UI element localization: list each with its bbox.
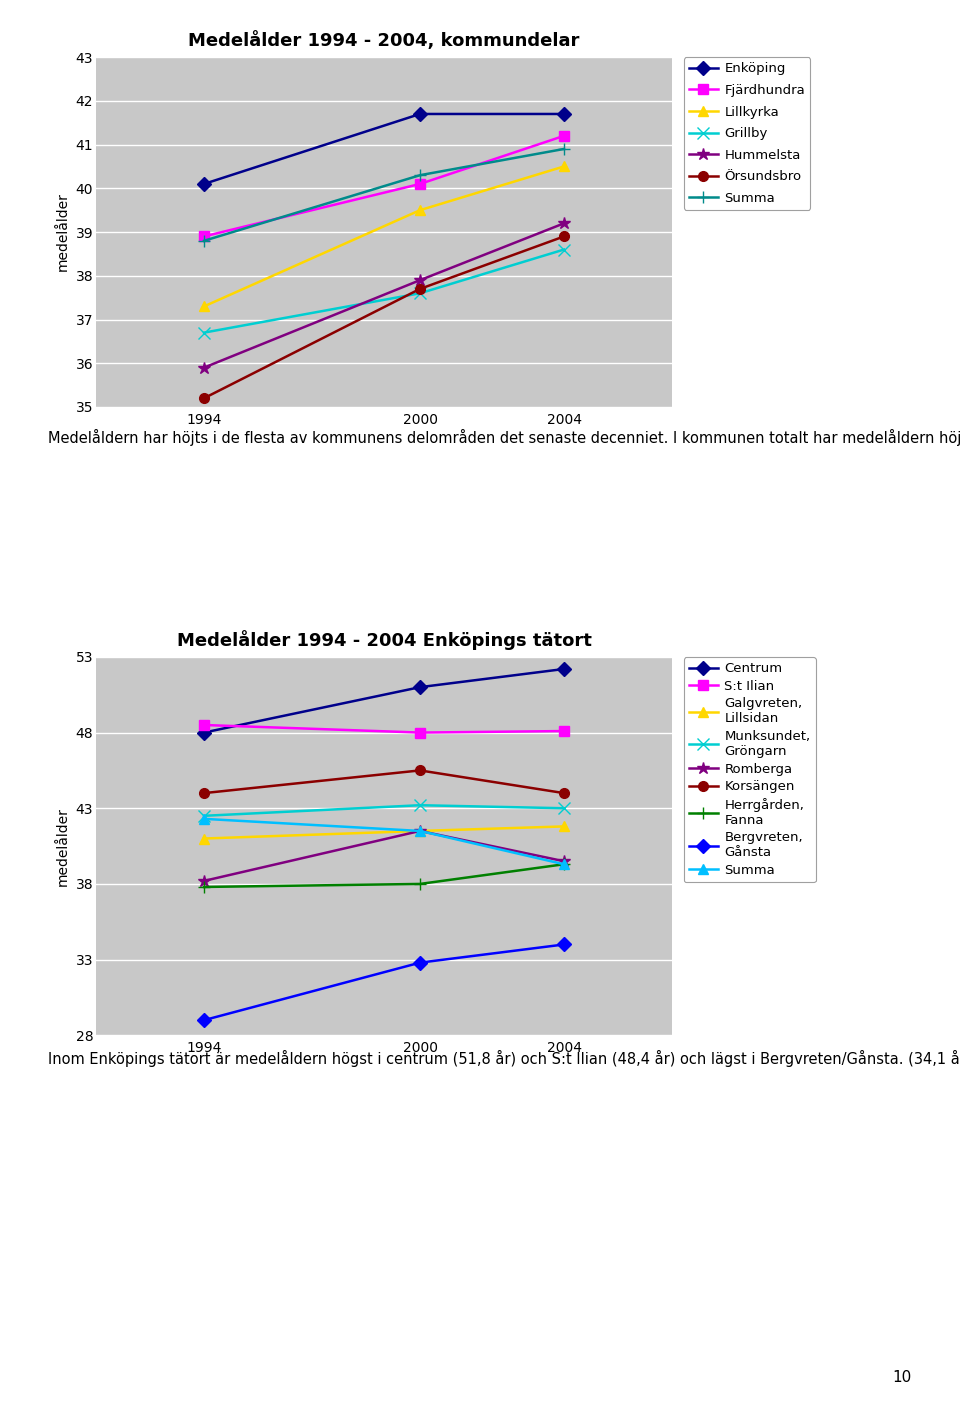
Fjärdhundra bbox=[559, 127, 570, 144]
Grillby bbox=[415, 284, 426, 301]
Bergvreten,
Gånsta bbox=[559, 935, 570, 952]
Korsängen bbox=[415, 763, 426, 780]
Romberga bbox=[198, 873, 209, 890]
Line: S:t Ilian: S:t Ilian bbox=[199, 720, 569, 737]
Text: 10: 10 bbox=[893, 1369, 912, 1385]
Line: Örsundsbro: Örsundsbro bbox=[199, 231, 569, 403]
Hummelsta bbox=[415, 271, 426, 288]
Munksundet,
Gröngarn bbox=[559, 800, 570, 817]
Line: Korsängen: Korsängen bbox=[199, 765, 569, 798]
Örsundsbro bbox=[198, 390, 209, 407]
Line: Summa: Summa bbox=[199, 814, 569, 870]
Fjärdhundra bbox=[415, 176, 426, 193]
Enköping bbox=[415, 106, 426, 123]
Line: Romberga: Romberga bbox=[198, 825, 570, 887]
Hummelsta bbox=[559, 214, 570, 231]
Munksundet,
Gröngarn bbox=[198, 807, 209, 824]
Herrgården,
Fanna bbox=[415, 875, 426, 892]
Herrgården,
Fanna bbox=[198, 878, 209, 895]
Enköping bbox=[198, 176, 209, 193]
Romberga bbox=[415, 823, 426, 840]
Title: Medelålder 1994 - 2004 Enköpings tätort: Medelålder 1994 - 2004 Enköpings tätort bbox=[177, 630, 591, 650]
Örsundsbro bbox=[559, 228, 570, 246]
Munksundet,
Gröngarn bbox=[415, 797, 426, 814]
S:t Ilian bbox=[198, 717, 209, 734]
Text: Inom Enköpings tätort är medelåldern högst i centrum (51,8 år) och S:t Ilian (48: Inom Enköpings tätort är medelåldern hög… bbox=[48, 1050, 960, 1067]
Korsängen bbox=[559, 784, 570, 801]
S:t Ilian bbox=[415, 724, 426, 741]
Centrum bbox=[559, 660, 570, 677]
Galgvreten,
Lillsidan bbox=[559, 818, 570, 835]
Text: Medelåldern har höjts i de flesta av kommunens delområden det senaste decenniet.: Medelåldern har höjts i de flesta av kom… bbox=[48, 428, 960, 447]
Line: Lillkyrka: Lillkyrka bbox=[199, 161, 569, 311]
Herrgården,
Fanna bbox=[559, 855, 570, 873]
Galgvreten,
Lillsidan bbox=[415, 823, 426, 840]
Line: Herrgården,
Fanna: Herrgården, Fanna bbox=[198, 858, 570, 892]
Fjärdhundra bbox=[198, 228, 209, 246]
Enköping bbox=[559, 106, 570, 123]
Romberga bbox=[559, 853, 570, 870]
Line: Enköping: Enköping bbox=[199, 109, 569, 188]
Summa bbox=[198, 233, 209, 250]
Centrum bbox=[415, 678, 426, 695]
Title: Medelålder 1994 - 2004, kommundelar: Medelålder 1994 - 2004, kommundelar bbox=[188, 31, 580, 50]
Line: Munksundet,
Gröngarn: Munksundet, Gröngarn bbox=[198, 800, 570, 823]
Y-axis label: medelålder: medelålder bbox=[56, 807, 70, 885]
Legend: Enköping, Fjärdhundra, Lillkyrka, Grillby, Hummelsta, Örsundsbro, Summa: Enköping, Fjärdhundra, Lillkyrka, Grillb… bbox=[684, 57, 810, 210]
Summa bbox=[415, 823, 426, 840]
Bergvreten,
Gånsta bbox=[415, 954, 426, 971]
Line: Summa: Summa bbox=[198, 143, 570, 247]
Summa bbox=[559, 140, 570, 157]
Line: Grillby: Grillby bbox=[198, 243, 570, 338]
Line: Galgvreten,
Lillsidan: Galgvreten, Lillsidan bbox=[199, 821, 569, 844]
Hummelsta bbox=[198, 358, 209, 376]
Y-axis label: medelålder: medelålder bbox=[56, 193, 70, 271]
Lillkyrka bbox=[198, 298, 209, 316]
Line: Centrum: Centrum bbox=[199, 664, 569, 737]
Summa bbox=[198, 810, 209, 827]
Centrum bbox=[198, 724, 209, 741]
Galgvreten,
Lillsidan bbox=[198, 830, 209, 847]
Summa bbox=[415, 167, 426, 184]
Grillby bbox=[559, 241, 570, 258]
Bergvreten,
Gånsta bbox=[198, 1011, 209, 1028]
Grillby bbox=[198, 324, 209, 341]
Lillkyrka bbox=[559, 159, 570, 176]
Line: Bergvreten,
Gånsta: Bergvreten, Gånsta bbox=[199, 940, 569, 1025]
S:t Ilian bbox=[559, 723, 570, 740]
Summa bbox=[559, 855, 570, 873]
Line: Fjärdhundra: Fjärdhundra bbox=[199, 131, 569, 241]
Korsängen bbox=[198, 784, 209, 801]
Lillkyrka bbox=[415, 201, 426, 218]
Line: Hummelsta: Hummelsta bbox=[198, 217, 570, 374]
Örsundsbro bbox=[415, 280, 426, 297]
Legend: Centrum, S:t Ilian, Galgvreten,
Lillsidan, Munksundet,
Gröngarn, Romberga, Korsä: Centrum, S:t Ilian, Galgvreten, Lillsida… bbox=[684, 657, 816, 883]
